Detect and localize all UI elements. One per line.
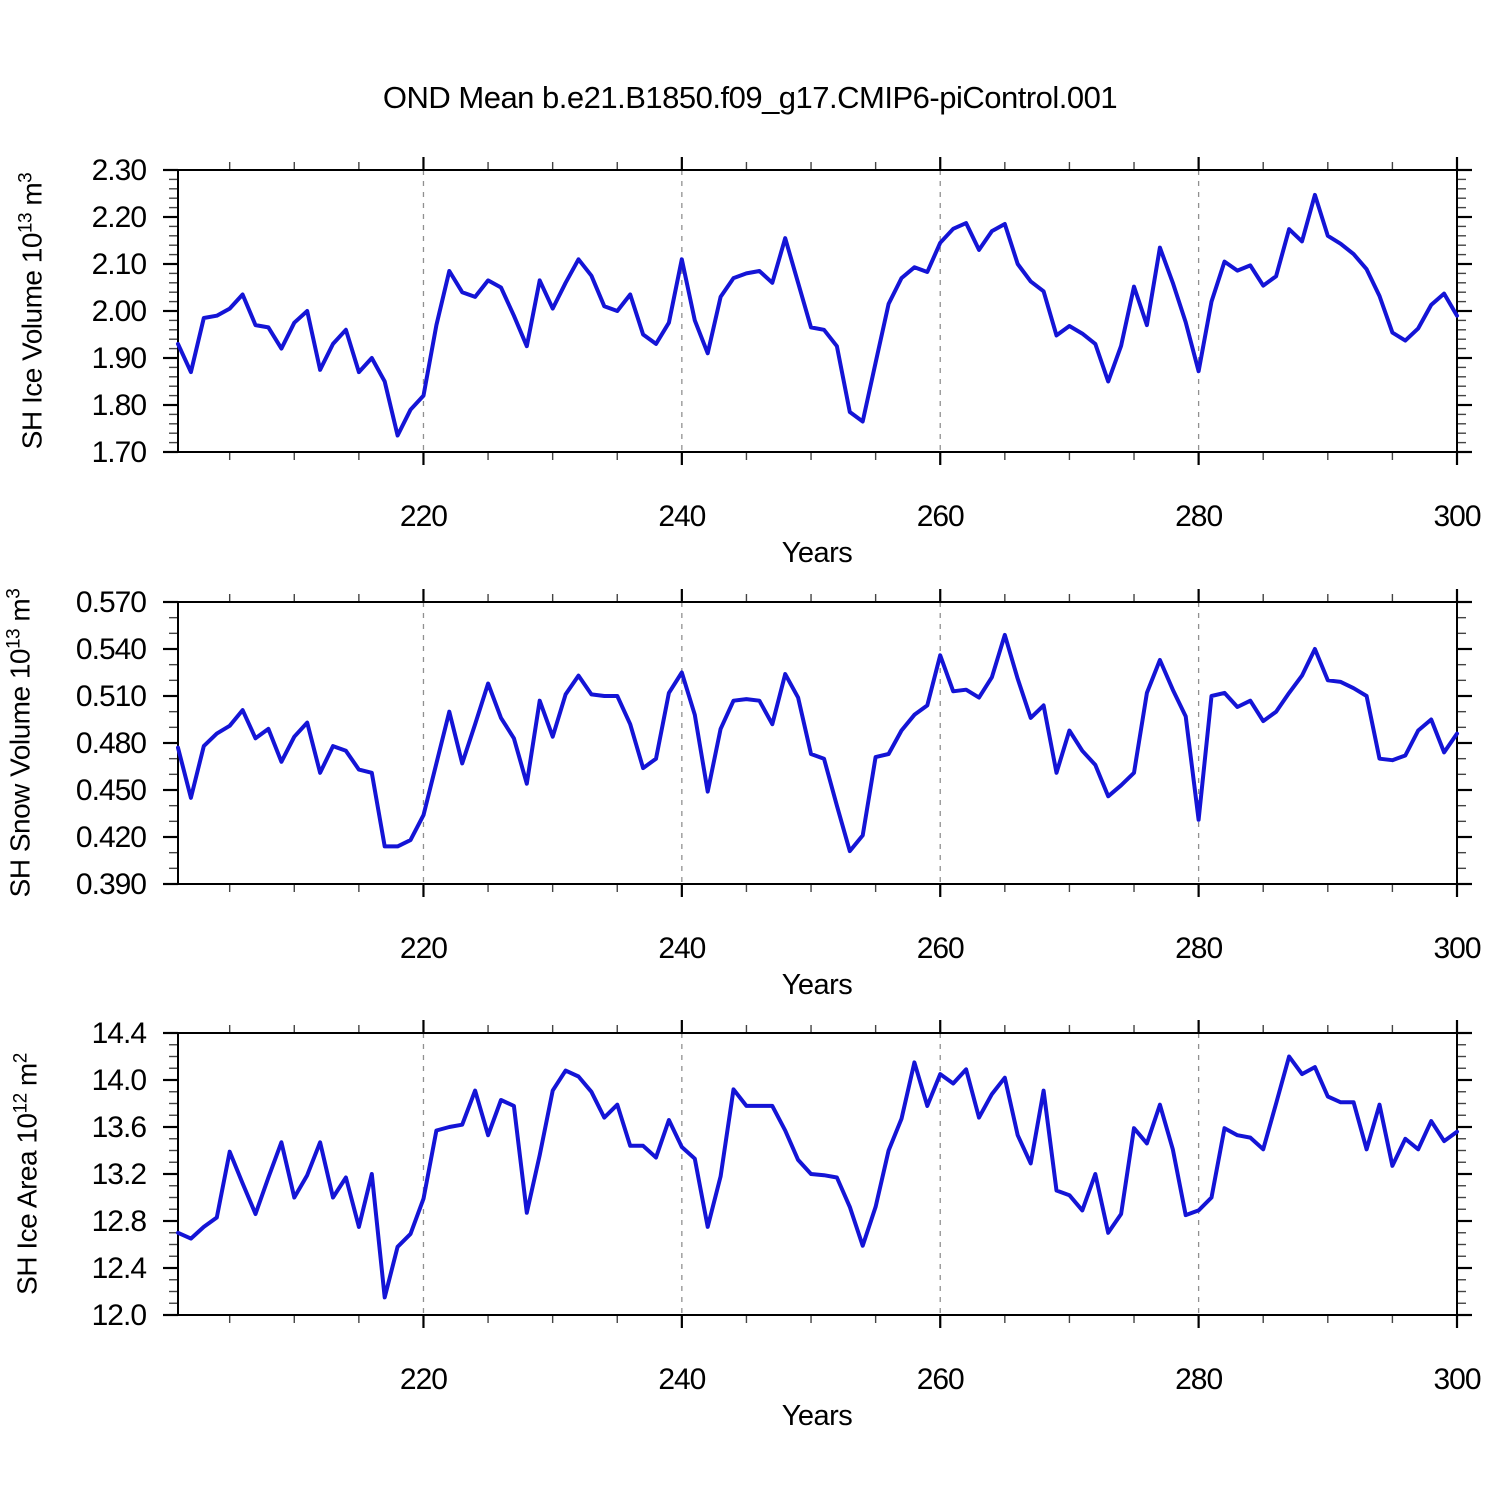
panel2-x-tick-labels: 220 240 260 280 300 <box>400 932 1482 965</box>
y-tick-label: 1.80 <box>92 389 147 422</box>
y-tick-label: 0.510 <box>76 680 146 713</box>
panel2-y-axis-title-text: SH Snow Volume 10 <box>4 649 36 898</box>
y-tick-label: 2.10 <box>92 248 147 281</box>
x-tick-label: 280 <box>1175 1363 1222 1396</box>
y-tick-label: 2.30 <box>92 154 147 187</box>
panel2-gridlines <box>422 602 1200 884</box>
panel3-y-axis-title-text: SH Ice Area 10 <box>11 1113 43 1295</box>
x-tick-label: 220 <box>400 932 447 965</box>
panel1-y-tick-labels: 2.30 2.20 2.10 2.00 1.90 1.80 1.70 <box>92 154 148 469</box>
panel2-series-line <box>176 632 1459 854</box>
y-tick-label: 0.420 <box>76 821 146 854</box>
y-tick-label: 12.0 <box>92 1299 147 1332</box>
panel3-series-line <box>176 1054 1459 1300</box>
panel3-y-axis-title: SH Ice Area 1012 m2 <box>10 1053 43 1295</box>
y-tick-label: 0.450 <box>76 774 146 807</box>
panel1-frame <box>177 169 1458 453</box>
y-tick-label: 14.4 <box>92 1017 147 1050</box>
panel3-y-axis-title-unit: m <box>11 1063 43 1094</box>
y-tick-label: 1.90 <box>92 342 147 375</box>
panel3: 14.4 14.0 13.6 13.2 12.8 12.4 12.0 220 240 260 280… <box>92 1017 1482 1396</box>
panel1-y-axis-title-text: SH Ice Volume 10 <box>16 233 48 450</box>
y-tick-label: 2.00 <box>92 295 147 328</box>
y-tick-label: 0.570 <box>76 586 146 619</box>
figure-title: OND Mean b.e21.B1850.f09_g17.CMIP6-piCon… <box>382 80 1118 115</box>
panel3-x-tick-labels: 220 240 260 280 300 <box>400 1363 1482 1396</box>
y-tick-label: 0.480 <box>76 727 146 760</box>
panel3-y-axis-title-exp: 12 <box>10 1093 32 1114</box>
x-tick-label: 240 <box>658 500 705 533</box>
x-tick-label: 240 <box>658 1363 705 1396</box>
y-tick-label: 12.8 <box>92 1205 147 1238</box>
panel2-y-axis-title-unit-exp: 3 <box>3 588 25 599</box>
x-tick-label: 280 <box>1175 932 1222 965</box>
y-tick-label: 13.2 <box>92 1158 147 1191</box>
panel1-ticks <box>163 157 1472 465</box>
x-tick-label: 300 <box>1433 1363 1480 1396</box>
panel1-y-axis-title: SH Ice Volume 1013 m3 <box>15 173 48 449</box>
x-tick-label: 220 <box>400 500 447 533</box>
panel3-frame <box>177 1032 1458 1316</box>
panel1-series-line <box>176 192 1459 438</box>
y-tick-label: 13.6 <box>92 1111 147 1144</box>
panel1-y-axis-title-unit: m <box>16 182 48 213</box>
panel3-x-axis-label: Years <box>781 1400 853 1432</box>
x-tick-label: 260 <box>917 932 964 965</box>
panel1: 2.30 2.20 2.10 2.00 1.90 1.80 1.70 220 240 260 280… <box>92 154 1482 533</box>
panel2-y-axis-title-unit: m <box>4 598 36 629</box>
x-tick-label: 220 <box>400 1363 447 1396</box>
x-tick-label: 260 <box>917 500 964 533</box>
panel1-y-axis-title-exp: 13 <box>15 212 37 234</box>
panel3-ticks <box>163 1020 1472 1328</box>
panel2-ticks <box>163 589 1472 897</box>
panel2-y-tick-labels: 0.570 0.540 0.510 0.480 0.450 0.420 0.390 <box>76 586 147 901</box>
panel1-x-axis-label: Years <box>781 537 853 569</box>
panel1-gridlines <box>422 170 1200 452</box>
y-tick-label: 14.0 <box>92 1064 147 1097</box>
y-tick-label: 0.390 <box>76 868 146 901</box>
y-tick-label: 12.4 <box>92 1252 147 1285</box>
panel1-y-axis-title-unit-exp: 3 <box>15 172 37 183</box>
y-tick-label: 0.540 <box>76 633 146 666</box>
panel2-x-axis-label: Years <box>781 969 853 1001</box>
panel2-y-axis-title-exp: 13 <box>3 628 25 650</box>
x-tick-label: 300 <box>1433 500 1480 533</box>
panel1-x-tick-labels: 220 240 260 280 300 <box>400 500 1482 533</box>
y-tick-label: 1.70 <box>92 436 147 469</box>
x-tick-label: 240 <box>658 932 705 965</box>
panel3-gridlines <box>422 1033 1200 1315</box>
panel2: 0.570 0.540 0.510 0.480 0.450 0.420 0.390 220 24… <box>76 586 1482 965</box>
y-tick-label: 2.20 <box>92 201 147 234</box>
x-tick-label: 300 <box>1433 932 1480 965</box>
x-tick-label: 280 <box>1175 500 1222 533</box>
panel2-frame <box>177 601 1458 885</box>
panel2-y-axis-title: SH Snow Volume 1013 m3 <box>3 589 36 898</box>
panel3-y-axis-title-unit-exp: 2 <box>10 1053 32 1064</box>
panel3-y-tick-labels: 14.4 14.0 13.6 13.2 12.8 12.4 12.0 <box>92 1017 148 1332</box>
x-tick-label: 260 <box>917 1363 964 1396</box>
